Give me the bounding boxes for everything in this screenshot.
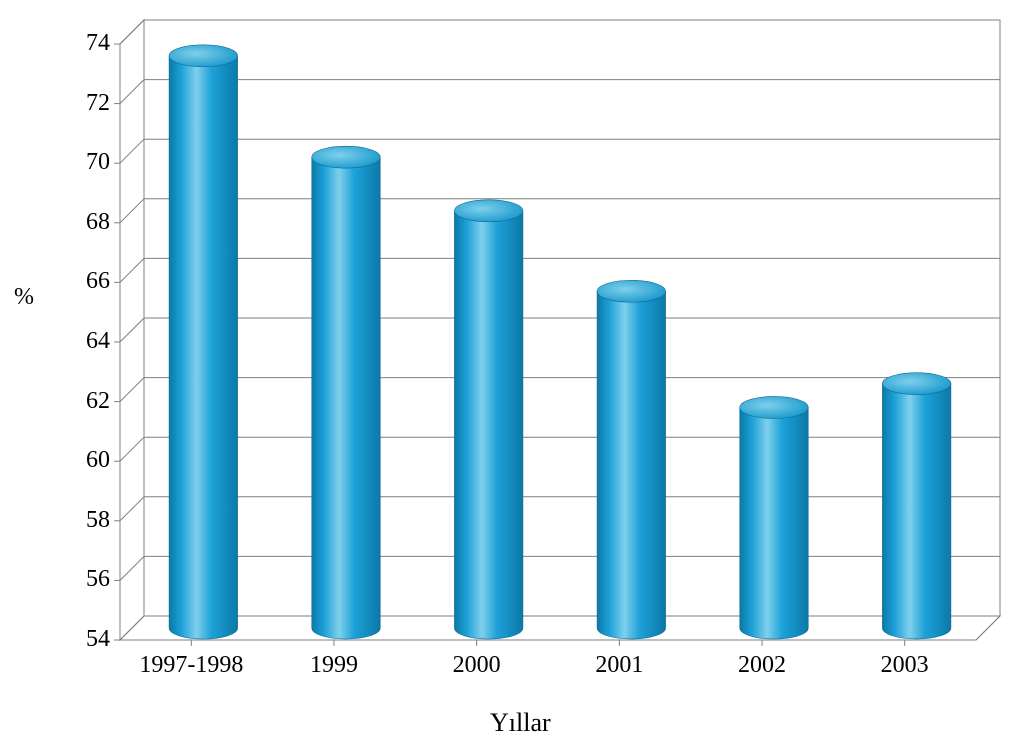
y-tick-label: 72 [60,90,110,117]
y-tick-label: 70 [60,149,110,176]
y-tick-label: 56 [60,566,110,593]
x-tick-label: 1997-1998 [139,652,243,679]
y-tick-label: 62 [60,388,110,415]
y-tick-label: 74 [60,30,110,57]
y-tick-label: 66 [60,268,110,295]
y-tick-label: 60 [60,447,110,474]
x-tick-label: 2002 [738,652,786,679]
x-axis-label: Yıllar [490,708,551,738]
x-tick-label: 1999 [310,652,358,679]
y-tick-label: 64 [60,328,110,355]
y-axis-label: % [14,284,34,311]
x-tick-label: 2000 [453,652,501,679]
y-tick-label: 54 [60,626,110,653]
chart-svg [0,0,1024,755]
y-tick-label: 68 [60,209,110,236]
y-tick-label: 58 [60,507,110,534]
x-tick-label: 2001 [595,652,643,679]
x-tick-label: 2003 [881,652,929,679]
chart-container: % 54 56 58 60 62 64 66 68 70 72 74 1997-1998 1999 20… [0,0,1024,755]
